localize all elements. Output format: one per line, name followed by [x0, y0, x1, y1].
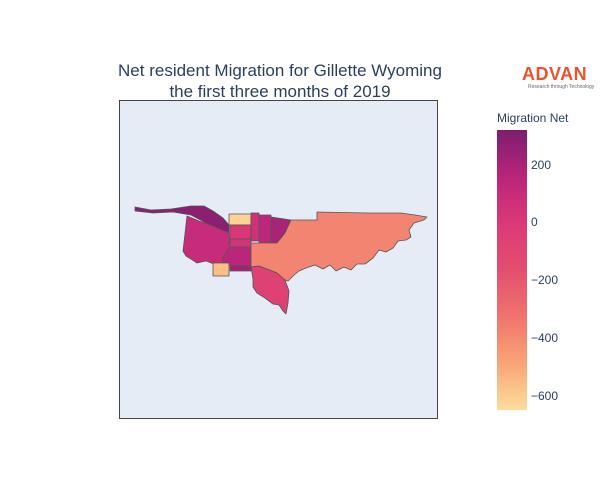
colorbar-tick-label: 0 — [531, 215, 538, 230]
title-line-1: Net resident Migration for Gillette Wyom… — [118, 61, 442, 80]
map-region-south-small[interactable] — [212, 262, 230, 277]
logo-wordmark: ADVAN — [522, 64, 588, 84]
title-line-2: the first three months of 2019 — [169, 82, 391, 101]
map-region-north-strip[interactable] — [134, 205, 230, 234]
chart-title: Net resident Migration for Gillette Wyom… — [60, 60, 500, 102]
map-region-center-lower[interactable] — [229, 238, 252, 248]
colorbar — [497, 130, 527, 410]
map-region-small-east[interactable] — [250, 212, 260, 242]
map-region-center-north[interactable] — [228, 213, 252, 226]
advan-logo: ADVAN Research through Technology — [522, 64, 598, 94]
colorbar-tick-label: −200 — [531, 273, 559, 288]
map-region-south-peninsula[interactable] — [250, 265, 290, 315]
map-frame[interactable] — [119, 100, 438, 419]
logo-tagline: Research through Technology — [528, 84, 595, 90]
colorbar-tick-label: −600 — [531, 388, 559, 403]
map-region-block-east[interactable] — [258, 214, 272, 244]
colorbar-tick-label: 200 — [531, 157, 552, 172]
map-region-bottom-middle[interactable] — [229, 265, 252, 272]
choropleth-map[interactable] — [120, 101, 437, 418]
colorbar-title: Migration Net — [497, 111, 569, 125]
colorbar-tick-label: −400 — [531, 330, 559, 345]
map-region-center-middle[interactable] — [229, 224, 252, 240]
